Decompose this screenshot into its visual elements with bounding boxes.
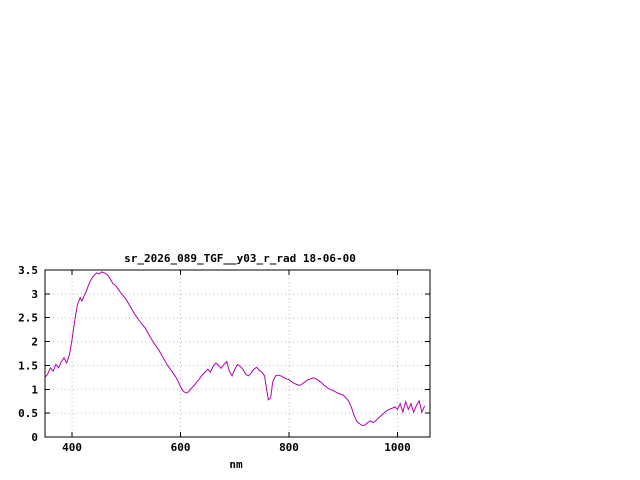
chart-plot-area: 400 600 800 1000 0 0.5 1 1.5 2 2.5 3 3.5 [18,264,431,454]
y-tick-label: 1.5 [18,359,38,372]
y-tick-label: 3 [31,288,38,301]
y-tick-label: 2 [31,336,38,349]
y-tick-label: 3.5 [18,264,38,277]
plot-border [44,269,431,438]
y-tick-label: 2.5 [18,312,38,325]
chart-title: sr_2026_089_TGF__y03_r_rad 18-06-00 [124,252,356,265]
x-tick-label: 400 [62,441,82,454]
x-axis-label: nm [229,458,243,471]
x-tick-label: 1000 [384,441,411,454]
x-tick-label: 600 [171,441,191,454]
spectrum-line-series [44,271,426,427]
y-tick-label: 0.5 [18,407,38,420]
y-tick-label: 0 [31,431,38,444]
x-tick-label: 800 [279,441,299,454]
y-tick-label: 1 [31,383,38,396]
